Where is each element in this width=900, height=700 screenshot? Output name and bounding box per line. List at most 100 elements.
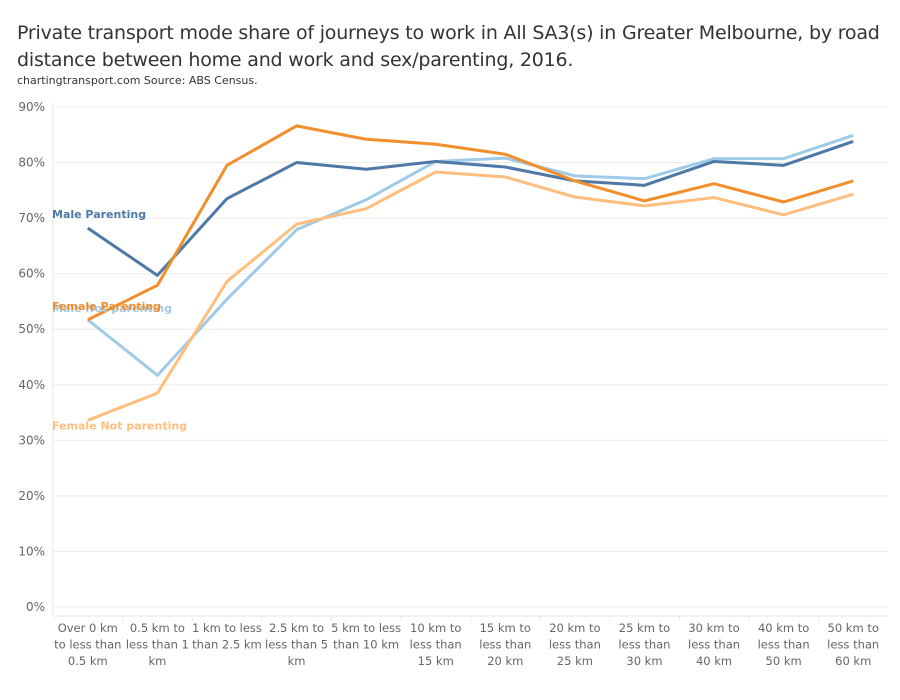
x-tick-label-line: 50 km to	[828, 621, 879, 635]
x-tick-label: 1 km to less than 2.5 km	[192, 621, 262, 652]
data-point[interactable]	[781, 212, 787, 218]
data-point[interactable]	[363, 166, 369, 172]
data-point[interactable]	[781, 162, 787, 168]
data-point[interactable]	[850, 191, 856, 197]
x-tick-label-line: less than	[410, 638, 462, 652]
data-point[interactable]	[154, 272, 160, 278]
x-tick-label-line: 30 km to	[688, 621, 739, 635]
x-axis: Over 0 km to less than 0.5 km 0.5 km to less…	[53, 615, 888, 668]
data-point[interactable]	[502, 174, 508, 180]
series-line-male-not-parenting[interactable]	[86, 133, 854, 377]
series-line-female-not-parenting[interactable]	[87, 170, 854, 422]
x-tick-label: 5 km to less than 10 km	[331, 621, 401, 652]
x-tick-label-line: than 10 km	[333, 638, 399, 652]
x-tick-label: 0.5 km to less than 1 km	[126, 621, 189, 668]
data-point[interactable]	[85, 317, 91, 323]
x-tick-label-line: less than	[688, 638, 740, 652]
chart-title: Private transport mode share of journeys…	[17, 22, 880, 71]
x-tick-label: 30 km to less than 40 km	[688, 621, 740, 668]
y-tick-label: 70%	[18, 211, 45, 225]
x-tick-label-line: 40 km to	[758, 621, 809, 635]
x-tick-label-line: 10 km to	[410, 621, 461, 635]
data-point[interactable]	[154, 372, 160, 378]
data-point[interactable]	[711, 181, 717, 187]
x-tick-label-line: 0.5 km to	[130, 621, 185, 635]
x-tick-label-line: less than	[618, 638, 670, 652]
data-point[interactable]	[433, 169, 439, 175]
y-tick-label: 10%	[18, 544, 45, 558]
data-point[interactable]	[224, 296, 230, 302]
data-point[interactable]	[433, 158, 439, 164]
data-point[interactable]	[781, 199, 787, 205]
data-point[interactable]	[363, 206, 369, 212]
y-tick-label: 90%	[18, 100, 45, 114]
series-line-male-parenting[interactable]	[86, 140, 854, 277]
data-point[interactable]	[502, 151, 508, 157]
data-point[interactable]	[294, 221, 300, 227]
y-tick-label: 40%	[18, 378, 45, 392]
x-tick-label-line: km	[288, 654, 306, 668]
data-point[interactable]	[363, 197, 369, 203]
x-tick-label-line: less than	[479, 638, 531, 652]
series-label: Female Parenting	[52, 300, 161, 313]
x-tick-label-line: 20 km to	[549, 621, 600, 635]
data-point[interactable]	[154, 282, 160, 288]
chart-subtitle: chartingtransport.com Source: ABS Census…	[17, 74, 258, 87]
x-tick-label: 15 km to less than 20 km	[479, 621, 531, 668]
data-point[interactable]	[294, 123, 300, 129]
series-labels: Male Not parenting Female Not parenting Ma…	[52, 208, 187, 432]
x-tick-label-line: 15 km	[418, 654, 454, 668]
data-point[interactable]	[850, 132, 856, 138]
data-point[interactable]	[85, 225, 91, 231]
x-tick-label-line: 25 km	[557, 654, 593, 668]
data-point[interactable]	[363, 136, 369, 142]
x-tick-label-line: 0.5 km	[68, 654, 108, 668]
data-point[interactable]	[711, 195, 717, 201]
x-tick-label-line: km	[148, 654, 166, 668]
x-tick-label-line: less than 1	[126, 638, 189, 652]
data-point[interactable]	[641, 198, 647, 204]
data-point[interactable]	[850, 178, 856, 184]
x-tick-label-line: 5 km to less	[331, 621, 401, 635]
series-label: Male Not parenting	[52, 302, 172, 315]
x-tick-label-line: less than 5	[265, 638, 328, 652]
data-point[interactable]	[711, 158, 717, 164]
x-tick-label-line: 50 km	[766, 654, 802, 668]
data-point[interactable]	[433, 141, 439, 147]
x-tick-label: 2.5 km to less than 5 km	[265, 621, 328, 668]
data-point[interactable]	[641, 176, 647, 182]
data-point[interactable]	[781, 156, 787, 162]
x-tick-label-line: 1 km to less	[192, 621, 262, 635]
y-tick-label: 0%	[26, 600, 45, 614]
data-point[interactable]	[572, 194, 578, 200]
data-point[interactable]	[850, 138, 856, 144]
data-point[interactable]	[224, 196, 230, 202]
data-point[interactable]	[154, 390, 160, 396]
x-tick-label-line: less than	[827, 638, 879, 652]
x-tick-label-line: less than	[758, 638, 810, 652]
series-label: Male Parenting	[52, 208, 146, 221]
series-lines	[85, 123, 856, 422]
data-point[interactable]	[641, 182, 647, 188]
series-line-female-parenting[interactable]	[87, 124, 854, 322]
data-point[interactable]	[224, 162, 230, 168]
data-point[interactable]	[224, 278, 230, 284]
x-tick-label-line: 40 km	[696, 654, 732, 668]
y-tick-label: 60%	[18, 267, 45, 281]
x-tick-label-line: 15 km to	[480, 621, 531, 635]
x-tick-label-line: 2.5 km to	[269, 621, 324, 635]
x-tick-label-line: 25 km to	[619, 621, 670, 635]
x-tick-label: 25 km to less than 30 km	[618, 621, 670, 668]
x-tick-label: 40 km to less than 50 km	[758, 621, 810, 668]
data-point[interactable]	[572, 178, 578, 184]
data-point[interactable]	[294, 160, 300, 166]
x-tick-label: Over 0 km to less than 0.5 km	[54, 621, 121, 668]
series-label: Female Not parenting	[52, 419, 187, 432]
y-axis-ticks: 0% 10% 20% 30% 40% 50% 60% 70% 80% 90%	[18, 100, 45, 614]
x-tick-label: 10 km to less than 15 km	[410, 621, 462, 668]
x-tick-label-line: to less than	[54, 638, 121, 652]
data-point[interactable]	[502, 164, 508, 170]
x-tick-label-line: 30 km	[626, 654, 662, 668]
y-tick-label: 20%	[18, 489, 45, 503]
